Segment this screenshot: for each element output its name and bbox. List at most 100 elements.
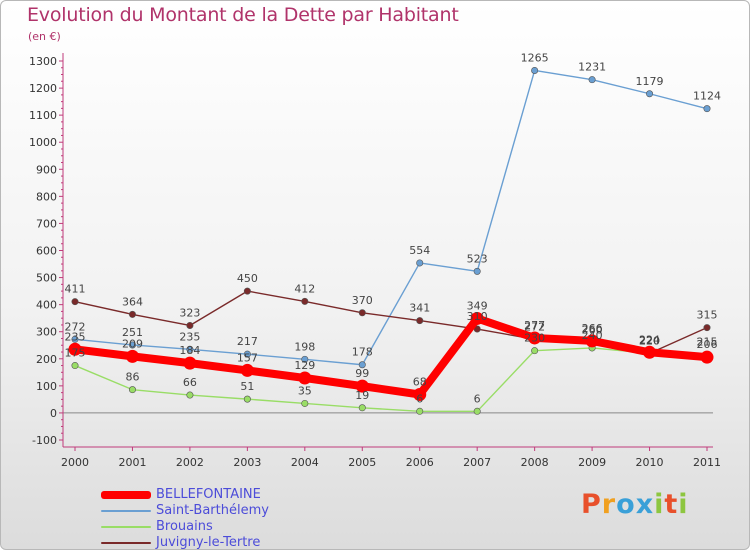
data-point [358, 361, 366, 369]
logo-letter: P [581, 489, 602, 520]
data-label: 217 [237, 335, 258, 348]
data-label: 235 [179, 330, 200, 343]
y-tick-label: 900 [36, 163, 57, 176]
data-label: 19 [355, 389, 369, 402]
data-point [186, 321, 194, 329]
y-tick-label: 500 [36, 272, 57, 285]
data-label: 349 [467, 299, 488, 312]
legend-swatch [101, 491, 151, 499]
data-label: 184 [179, 344, 200, 357]
data-label: 235 [65, 330, 86, 343]
y-tick-label: 1100 [29, 109, 57, 122]
y-tick-label: 200 [36, 353, 57, 366]
data-point [68, 342, 82, 356]
y-tick-label: 1000 [29, 136, 57, 149]
legend-swatch [101, 510, 151, 512]
y-tick-label: 100 [36, 380, 57, 393]
data-label: 364 [122, 295, 143, 308]
data-point [416, 317, 424, 325]
data-point [531, 347, 539, 355]
data-label: 412 [294, 282, 315, 295]
data-point [528, 331, 542, 345]
x-tick-label: 2001 [118, 456, 146, 469]
x-tick-label: 2006 [406, 456, 434, 469]
x-tick-label: 2007 [463, 456, 491, 469]
legend-swatch [101, 542, 151, 544]
data-point [473, 407, 481, 415]
data-label: 523 [467, 252, 488, 265]
data-label: 370 [352, 294, 373, 307]
proxiti-logo: Proxiti [581, 489, 689, 520]
series-line-2 [74, 347, 708, 413]
data-label: 220 [639, 334, 660, 347]
y-tick-label: 300 [36, 326, 57, 339]
data-point [585, 334, 599, 348]
logo-letter: r [601, 489, 617, 520]
data-label: 66 [183, 376, 197, 389]
x-tick-label: 2003 [233, 456, 261, 469]
data-label: 277 [524, 319, 545, 332]
data-label: 260 [582, 324, 603, 337]
data-point [71, 298, 79, 306]
data-point [470, 311, 484, 325]
data-label: 315 [697, 309, 718, 322]
data-label: 51 [240, 380, 254, 393]
data-point [186, 391, 194, 399]
x-tick-label: 2009 [578, 456, 606, 469]
data-point [183, 356, 197, 370]
legend-label: Brouains [156, 519, 213, 534]
series-line-1 [74, 69, 708, 366]
data-label: 1265 [521, 51, 549, 64]
data-label: 215 [697, 336, 718, 349]
y-tick-label: -100 [32, 434, 57, 447]
x-tick-label: 2005 [348, 456, 376, 469]
data-label: 129 [294, 359, 315, 372]
data-point [473, 267, 481, 275]
data-label: 310 [467, 310, 488, 323]
data-label: 341 [409, 302, 430, 315]
data-point [355, 379, 369, 393]
x-tick-label: 2011 [693, 456, 721, 469]
data-label: 411 [65, 283, 86, 296]
data-label: 99 [355, 367, 369, 380]
chart-subtitle: (en €) [28, 30, 61, 43]
data-label: 224 [639, 333, 660, 346]
data-point [125, 349, 139, 363]
data-label: 209 [122, 337, 143, 350]
data-label: 266 [582, 322, 603, 335]
series-line-0 [71, 314, 711, 399]
data-point [531, 66, 539, 74]
y-tick-label: 600 [36, 245, 57, 258]
y-tick-label: 800 [36, 190, 57, 203]
data-label: 6 [416, 392, 423, 405]
data-label: 240 [582, 329, 603, 342]
data-label: 1231 [578, 61, 606, 74]
data-point [358, 404, 366, 412]
data-label: 450 [237, 272, 258, 285]
x-tick-label: 2004 [291, 456, 319, 469]
data-point [646, 90, 654, 98]
legend-label: Saint-Barthélemy [156, 503, 269, 518]
logo-letter: t [664, 489, 679, 520]
data-label: 323 [179, 306, 200, 319]
data-label: 1179 [636, 75, 664, 88]
y-tick-label: 0 [50, 407, 57, 420]
data-point [416, 259, 424, 267]
data-point [358, 309, 366, 317]
x-tick-label: 2008 [521, 456, 549, 469]
y-tick-label: 1300 [29, 55, 57, 68]
x-tick-label: 2002 [176, 456, 204, 469]
legend-label: BELLEFONTAINE [156, 487, 261, 502]
data-point [243, 395, 251, 403]
data-label: 6 [474, 392, 481, 405]
data-point [128, 386, 136, 394]
x-tick-label: 2010 [636, 456, 664, 469]
data-point [186, 345, 194, 353]
data-label: 198 [294, 340, 315, 353]
data-point [301, 399, 309, 407]
legend-swatch [101, 526, 151, 528]
data-point [700, 350, 714, 364]
y-tick-label: 700 [36, 217, 57, 230]
data-label: 1124 [693, 90, 721, 103]
